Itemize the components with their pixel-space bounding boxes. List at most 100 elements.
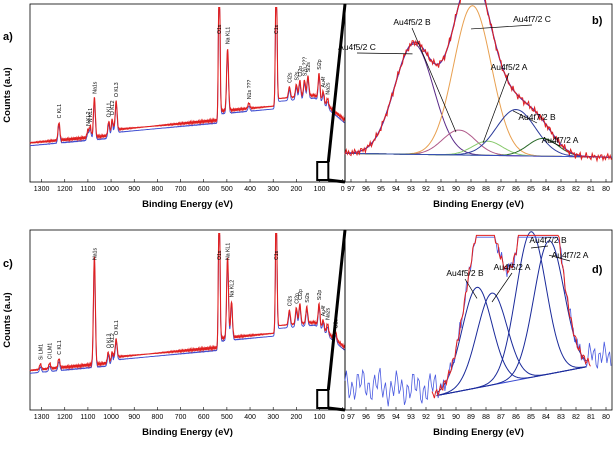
annotation-arrow xyxy=(512,110,538,124)
panel-c: 1300 1200 1100 1000 900 800 700 600 500 400 300 200… xyxy=(2,229,346,438)
x-tick-label: 91 xyxy=(437,414,445,421)
x-tick-label: 92 xyxy=(422,186,430,193)
annotation-arrow xyxy=(491,272,513,303)
peak-label: O KL2 xyxy=(110,100,116,115)
x-tick-label: 80 xyxy=(602,414,610,421)
component-label: Au4f7/2 A xyxy=(552,250,589,260)
peak-label: O KL1 xyxy=(107,103,113,118)
x-tick-label: 500 xyxy=(221,186,233,193)
x-axis-label: Binding Energy (eV) xyxy=(433,427,524,438)
peak-label: S2s xyxy=(294,71,300,80)
panel-a: 1300 1200 1100 1000 900 800 700 600 500 400 300 200… xyxy=(2,3,346,210)
peak-label: Au4f xyxy=(321,305,327,316)
x-axis-label: Binding Energy (eV) xyxy=(142,199,233,210)
peak-label: Au4f xyxy=(321,76,327,87)
x-tick-label: 600 xyxy=(198,186,210,193)
panel-label: c) xyxy=(3,258,13,270)
peak-label: O1s xyxy=(217,250,223,260)
zoom-connector xyxy=(326,3,347,163)
peak-label: Cl2p xyxy=(294,293,300,304)
x-tick-label: 93 xyxy=(407,186,415,193)
x-tick-label: 88 xyxy=(482,414,490,421)
peak-label: Na2s xyxy=(326,82,332,95)
peak-label: Cl LM1 xyxy=(48,343,54,360)
peak-label: Na KL1 xyxy=(226,243,232,260)
panel-label: b) xyxy=(592,15,603,27)
x-tick-label: 82 xyxy=(572,186,580,193)
x-axis-label: Binding Energy (eV) xyxy=(433,199,524,210)
x-tick-label: 87 xyxy=(497,186,505,193)
x-tick-label: 82 xyxy=(572,414,580,421)
plot-frame xyxy=(344,229,613,411)
spectrum-red xyxy=(29,7,346,144)
background-line xyxy=(344,152,613,158)
spectrum-blue xyxy=(29,8,346,147)
peak-label: Cl2p xyxy=(298,289,304,300)
x-tick-label: 80 xyxy=(602,186,610,193)
x-tick-label: 89 xyxy=(467,186,475,193)
x-tick-label: 81 xyxy=(587,414,595,421)
component-label: Au4f5/2 A xyxy=(491,62,528,72)
x-tick-label: 93 xyxy=(407,414,415,421)
component-label: Au4f5/2 B xyxy=(446,268,484,278)
x-tick-label: 1000 xyxy=(103,414,119,421)
y-axis-label: Counts (a.u) xyxy=(2,292,13,347)
x-axis-label: Binding Energy (eV) xyxy=(142,427,233,438)
x-tick-label: 1200 xyxy=(57,414,73,421)
x-tick-label: 84 xyxy=(542,414,550,421)
x-tick-label: 100 xyxy=(314,414,326,421)
x-tick-label: 87 xyxy=(497,414,505,421)
x-tick-label: 85 xyxy=(527,414,535,421)
plot-frame xyxy=(344,3,613,183)
x-tick-label: 85 xyxy=(527,186,535,193)
x-tick-label: 94 xyxy=(392,414,400,421)
zoom-connector xyxy=(328,178,346,184)
peak-label: Si2s xyxy=(306,62,312,72)
x-tick-label: 900 xyxy=(128,414,140,421)
peak-label: Na1s xyxy=(92,81,98,94)
x-tick-label: 86 xyxy=(512,414,520,421)
x-tick-label: 94 xyxy=(392,186,400,193)
x-tick-label: 97 xyxy=(347,186,355,193)
x-tick-label: 97 xyxy=(347,414,355,421)
panel-label: a) xyxy=(3,31,13,43)
y-axis-label: Counts (a.u) xyxy=(2,67,13,122)
x-tick-label: 700 xyxy=(175,186,187,193)
annotation-arrow xyxy=(356,52,413,55)
zoom-connector xyxy=(326,229,347,391)
x-tick-label: 600 xyxy=(198,414,210,421)
peak-label: Si2p xyxy=(317,290,323,300)
component-label: Au4f5/2 C xyxy=(338,42,376,52)
peak-label: C1s xyxy=(274,250,280,260)
raw-spectrum-blue xyxy=(344,236,612,407)
component-label: Au4f5/2 A xyxy=(494,262,531,272)
peak-label: Si2s xyxy=(305,292,311,302)
x-tick-label: 1100 xyxy=(80,186,95,193)
peak-label: Na1s xyxy=(92,247,98,260)
peak-label: N1s ??? xyxy=(247,80,253,99)
annotation-arrow xyxy=(464,278,478,299)
x-tick-label: 0 xyxy=(341,414,345,421)
peak-label: Na KL1 xyxy=(226,27,232,44)
zoom-connector xyxy=(328,406,346,412)
fit-spectrum-red xyxy=(431,234,591,399)
spectrum-blue xyxy=(29,234,346,374)
annotation-arrow xyxy=(482,72,510,143)
x-tick-label: 81 xyxy=(587,186,595,193)
component-label: Au4f5/2 B xyxy=(393,17,431,27)
peak-label: O KL1 xyxy=(114,320,120,335)
x-tick-label: 83 xyxy=(557,414,565,421)
x-tick-label: 96 xyxy=(362,414,370,421)
x-tick-label: 800 xyxy=(152,414,164,421)
peak-label: Cl2s xyxy=(287,295,293,306)
annotation-arrow xyxy=(545,138,561,147)
x-tick-label: 1300 xyxy=(34,414,50,421)
x-tick-label: 1000 xyxy=(103,186,119,193)
x-tick-label: 800 xyxy=(152,186,164,193)
annotation-arrow xyxy=(411,27,457,133)
x-tick-label: 200 xyxy=(291,186,303,193)
x-tick-label: 90 xyxy=(452,414,460,421)
x-tick-label: 92 xyxy=(422,414,430,421)
peak-label: O KL3 xyxy=(106,333,112,348)
peak-label: C KL1 xyxy=(57,340,63,355)
